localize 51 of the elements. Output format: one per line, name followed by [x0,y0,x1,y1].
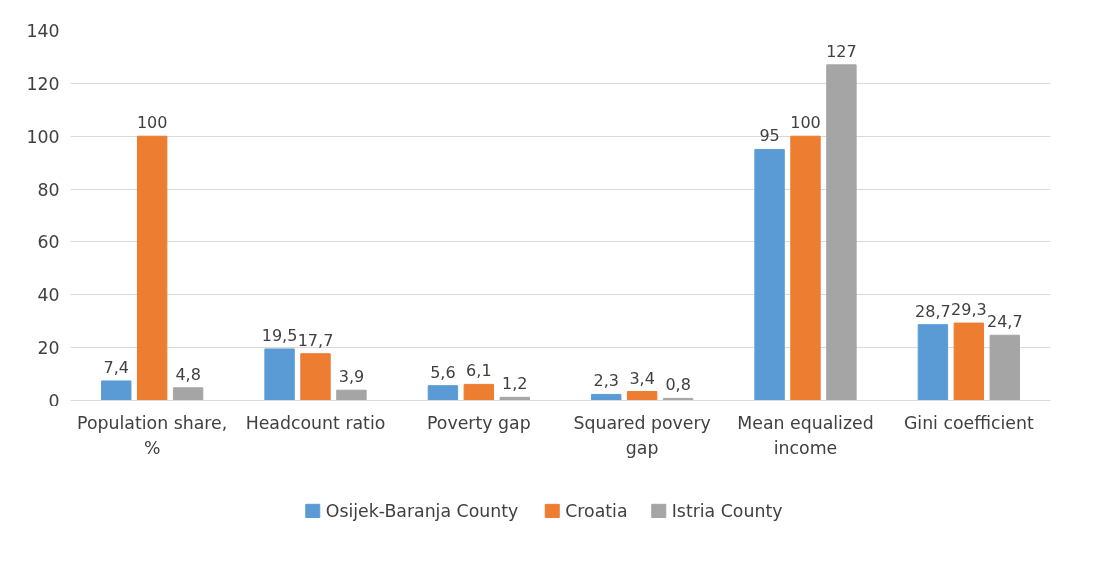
y-tick-label: 40 [37,285,60,306]
bar [136,135,168,401]
data-label: 1,2 [502,374,528,394]
x-tick-label: Gini coefficient [903,412,1034,433]
y-tick-label: 20 [37,338,60,359]
x-tick-label: Poverty gap [427,412,531,433]
bar [754,148,785,401]
bar [300,353,331,401]
y-tick-label: 60 [37,232,60,253]
bar [172,387,204,401]
data-label: 6,1 [466,361,492,381]
y-tick-label: 120 [26,73,60,94]
x-tick-label: Squared povery gap [573,412,711,458]
bar [463,383,495,401]
bar [953,322,985,401]
data-label: 5,6 [430,362,456,382]
data-label: 100 [136,113,168,133]
data-label: 17,7 [297,330,334,350]
bar [264,348,295,401]
legend-label: Osijek-Baranja County [325,500,519,521]
data-label: 3,4 [629,368,655,388]
data-label: 4,8 [175,364,201,384]
bar [336,389,367,401]
x-tick-label: Mean equalized income [737,412,874,458]
bar [826,64,857,401]
y-tick-label: 80 [37,179,60,200]
bar [626,391,658,401]
bar [591,393,622,401]
bar [989,334,1020,401]
data-label: 127 [826,41,857,61]
data-label: 28,7 [915,301,951,321]
data-label: 95 [759,126,780,146]
data-label: 29,3 [951,300,987,320]
data-label: 0,8 [665,375,691,395]
data-label: 19,5 [261,325,298,345]
data-label: 3,9 [338,367,365,387]
data-label: 24,7 [986,312,1023,332]
x-tick-label: Headcount ratio [245,412,386,433]
bar [427,385,459,401]
bar [917,324,949,401]
data-label: 2,3 [593,371,619,391]
data-label: 7,4 [103,357,129,377]
y-tick-label: 140 [26,21,60,41]
bar [790,135,821,401]
y-tick-label: 100 [26,126,60,147]
bar [101,380,132,401]
y-tick-label: 0 [48,390,60,411]
data-label: 100 [790,113,821,133]
legend-label: Croatia [565,500,628,521]
x-tick-label: Population share, % [77,412,228,458]
legend-label: Istria County [671,500,783,521]
